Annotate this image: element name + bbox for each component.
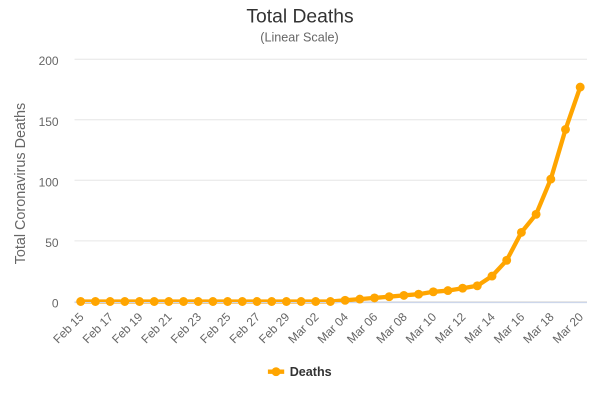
svg-text:Total Deaths: Total Deaths: [246, 7, 353, 28]
svg-text:150: 150: [39, 115, 59, 129]
svg-text:200: 200: [39, 54, 59, 68]
svg-text:50: 50: [45, 236, 59, 250]
svg-text:100: 100: [39, 175, 59, 189]
svg-text:0: 0: [52, 297, 59, 311]
svg-text:(Linear Scale): (Linear Scale): [260, 31, 338, 45]
svg-text:Deaths: Deaths: [290, 365, 332, 379]
svg-text:Total Coronavirus Deaths: Total Coronavirus Deaths: [13, 103, 29, 265]
